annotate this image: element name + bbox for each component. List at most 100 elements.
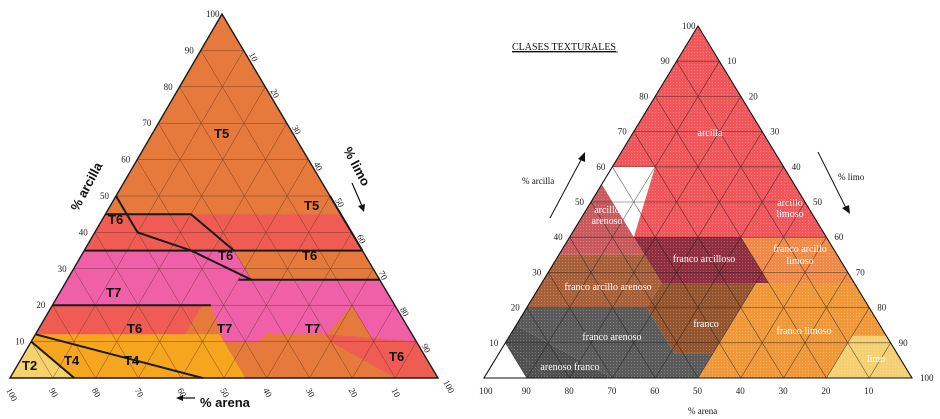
left-grid-line (73, 268, 139, 379)
left-grid-line (200, 50, 396, 379)
right-diagram-title: CLASES TEXTURALES (512, 42, 616, 53)
left-zone-t4-b: T4 (124, 353, 140, 368)
left-fill-t6-low (31, 305, 203, 342)
left-fill-t7-center-a (210, 279, 278, 342)
class-arcillo-limoso: arcillo limoso (776, 198, 804, 220)
left-zone-t5-top: T5 (214, 126, 229, 141)
left-sand-tick: 20 (347, 386, 360, 399)
right-clay-tick: 60 (596, 162, 606, 172)
right-silt-arrow (817, 151, 847, 209)
right-grid-line (612, 131, 763, 379)
left-fill-t7-mid (238, 279, 352, 335)
left-clay-tick: 100 (206, 9, 220, 19)
right-clay-tick: 10 (489, 338, 499, 348)
left-silt-arrow (351, 182, 363, 207)
class-franco-arcilloso: franco arcilloso (673, 254, 735, 265)
left-sand-tick: 80 (90, 386, 103, 399)
right-silt-tick: 70 (856, 267, 866, 277)
class-franco-arcillo-limoso: franco arcillo limoso (773, 244, 827, 267)
left-clay-tick: 80 (164, 82, 174, 92)
right-silt-tick: 50 (813, 197, 823, 207)
class-franco: franco (693, 319, 719, 330)
right-silt-tick: 40 (792, 162, 802, 172)
right-grid-line (868, 342, 891, 379)
left-zone-t6-right: T6 (302, 248, 317, 263)
left-silt-arrowhead (358, 204, 365, 212)
left-zone-t6-mid: T6 (218, 248, 233, 263)
left-sand-tick: 90 (47, 386, 60, 399)
left-class-boundary (105, 213, 235, 252)
left-sand-axis-label: % arena (200, 395, 251, 410)
left-grid-line (266, 232, 352, 379)
right-sand-tick: 100 (479, 386, 493, 396)
right-sand-tick: 40 (736, 386, 746, 396)
left-class-boundary (30, 340, 75, 379)
left-zone-t6-low: T6 (127, 321, 142, 336)
left-grid-line (352, 305, 396, 379)
right-silt-arrowhead (842, 205, 850, 214)
left-zone-t2: T2 (22, 358, 37, 373)
right-sand-tick: 30 (779, 386, 789, 396)
left-sand-tick: 70 (133, 386, 146, 399)
right-clay-tick: 80 (639, 91, 649, 101)
left-sand-arrowhead (176, 395, 183, 401)
right-sand-tick: 80 (565, 386, 575, 396)
class-arena: arena (495, 368, 517, 379)
left-grid-line (394, 341, 417, 379)
left-texture-triangle: 1010102020203030304040405050506060607070… (4, 9, 456, 410)
right-clay-tick: 50 (575, 197, 585, 207)
left-sand-tick: 100 (4, 386, 19, 403)
left-grid-line (52, 305, 96, 379)
left-class-boundary (329, 195, 364, 252)
left-clay-tick: 30 (58, 264, 68, 274)
right-clay-axis-label: % arcilla (522, 176, 554, 186)
right-grid-line (505, 342, 528, 379)
right-sand-axis-label: % arena (688, 406, 717, 416)
left-zone-t5-right: T5 (304, 198, 319, 213)
class-franco-limoso: franco limoso (776, 326, 831, 337)
left-grid-line (30, 341, 54, 379)
left-fill-t7-right (336, 279, 417, 342)
right-sand-tick: 90 (522, 386, 532, 396)
left-zone-t7-left: T7 (106, 285, 121, 300)
right-grid-line (740, 237, 827, 379)
right-sand-tick: 10 (864, 386, 874, 396)
right-clay-tick: 100 (682, 21, 696, 31)
right-texture-triangle: 10 10 10 20 20 20 30 30 30 40 40 40 50 50 50 60 60 60 70 70… (479, 21, 934, 416)
left-grid-line (309, 268, 374, 379)
left-clay-tick: 20 (36, 300, 46, 310)
left-zone-t6-corner: T6 (389, 349, 404, 364)
left-clay-tick: 90 (185, 45, 195, 55)
right-sand-tick: 60 (650, 386, 660, 396)
right-silt-tick: 30 (770, 127, 780, 137)
class-limo: limo (867, 354, 885, 365)
left-sand-tick: 40 (261, 386, 274, 399)
left-sand-tick: 30 (304, 386, 317, 399)
right-grid-line (526, 307, 570, 379)
left-grid-line (223, 195, 331, 379)
left-clay-tick: 10 (15, 337, 25, 347)
left-zone-t4-a: T4 (64, 353, 80, 368)
right-sand-tick: 70 (607, 386, 617, 396)
left-zone-t7-right: T7 (305, 321, 320, 336)
right-grid-line (697, 201, 806, 379)
left-fill-t7-left (52, 250, 252, 306)
right-grid-line (547, 272, 613, 379)
right-grid-line (676, 61, 870, 379)
right-grid-line (590, 201, 699, 379)
right-grid-line (569, 237, 656, 379)
right-sand-tick: 20 (821, 386, 831, 396)
left-sand-tick: 10 (389, 386, 402, 399)
right-clay-tick: 70 (618, 127, 628, 137)
right-silt-tick: 20 (749, 91, 759, 101)
right-clay-tick: 40 (554, 232, 564, 242)
left-zone-t6-left: T6 (108, 212, 123, 227)
left-clay-tick: 50 (100, 191, 110, 201)
left-clay-tick: 60 (121, 155, 131, 165)
right-grid-line (633, 131, 784, 379)
class-arenoso-franco: arenoso franco (540, 362, 599, 373)
right-silt-tick: 100 (920, 373, 934, 383)
left-class-boundary (35, 333, 203, 379)
left-silt-axis-label: % limo (340, 144, 373, 188)
